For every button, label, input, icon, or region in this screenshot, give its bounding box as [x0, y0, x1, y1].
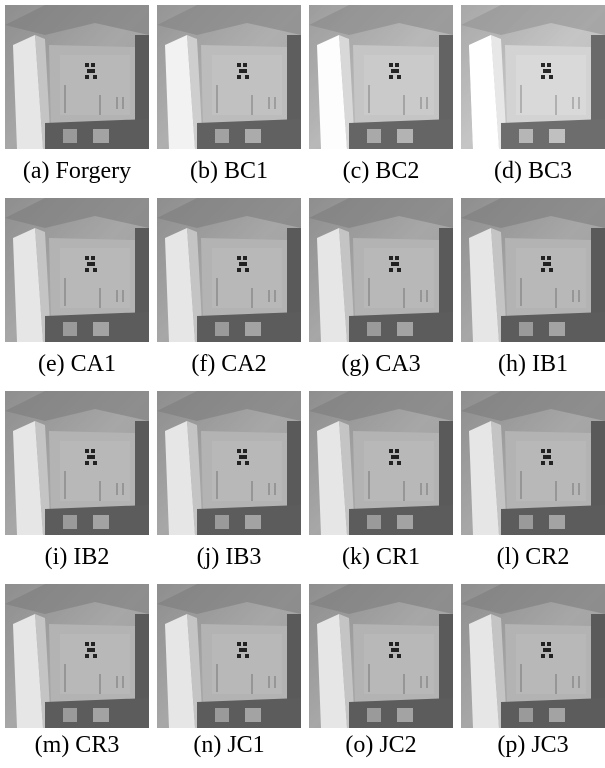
panel-image — [5, 198, 149, 342]
panel-caption: (n) JC1 — [193, 732, 264, 758]
panel-caption: (l) CR2 — [497, 544, 570, 570]
panel-caption: (d) BC3 — [494, 158, 572, 184]
panel-image — [157, 5, 301, 149]
panel-image — [157, 584, 301, 728]
panel-caption: (c) BC2 — [343, 158, 420, 184]
panel-caption: (h) IB1 — [498, 351, 568, 377]
panel-caption: (o) JC2 — [345, 732, 416, 758]
panel-image — [461, 391, 605, 535]
panel-caption: (a) Forgery — [23, 158, 131, 184]
panel-image — [461, 584, 605, 728]
panel-image — [157, 391, 301, 535]
panel-caption: (f) CA2 — [191, 351, 266, 377]
panel-caption: (g) CA3 — [341, 351, 420, 377]
panel-image — [309, 5, 453, 149]
panel-image — [5, 5, 149, 149]
panel-caption: (m) CR3 — [35, 732, 120, 758]
panel-caption: (p) JC3 — [497, 732, 568, 758]
panel-caption: (i) IB2 — [45, 544, 110, 570]
panel-image — [309, 391, 453, 535]
panel-image — [309, 198, 453, 342]
panel-image — [309, 584, 453, 728]
panel-image — [5, 584, 149, 728]
panel-image — [461, 5, 605, 149]
panel-caption: (j) IB3 — [197, 544, 262, 570]
panel-image — [5, 391, 149, 535]
figure: (a) Forgery (b) BC1 (c) BC2 (d) BC3 (e) CA1 (… — [0, 0, 605, 768]
panel-image — [157, 198, 301, 342]
panel-image — [461, 198, 605, 342]
panel-caption: (b) BC1 — [190, 158, 268, 184]
panel-caption: (e) CA1 — [38, 351, 116, 377]
panel-caption: (k) CR1 — [342, 544, 420, 570]
